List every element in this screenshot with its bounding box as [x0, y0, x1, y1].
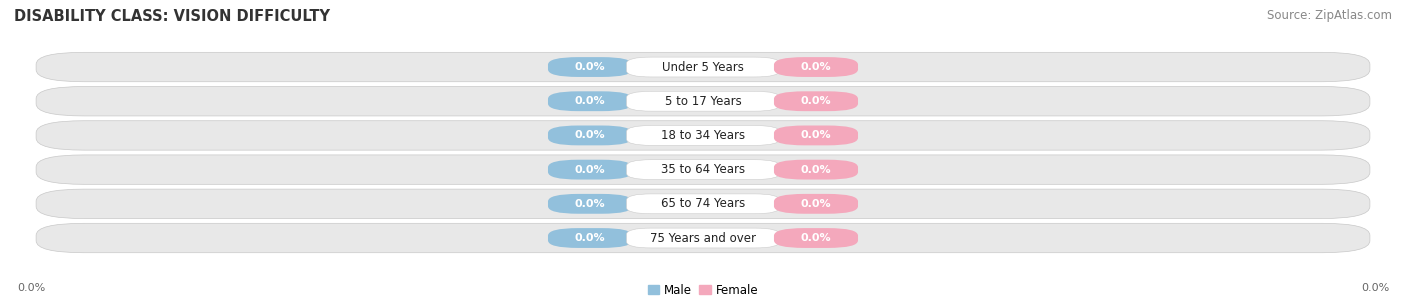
- FancyBboxPatch shape: [773, 160, 858, 180]
- FancyBboxPatch shape: [37, 155, 1369, 184]
- Legend: Male, Female: Male, Female: [648, 284, 758, 297]
- Text: 35 to 64 Years: 35 to 64 Years: [661, 163, 745, 176]
- FancyBboxPatch shape: [548, 228, 633, 248]
- Text: 0.0%: 0.0%: [1361, 283, 1389, 293]
- Text: 0.0%: 0.0%: [575, 96, 606, 106]
- FancyBboxPatch shape: [773, 228, 858, 248]
- FancyBboxPatch shape: [37, 223, 1369, 253]
- Text: Source: ZipAtlas.com: Source: ZipAtlas.com: [1267, 9, 1392, 22]
- FancyBboxPatch shape: [37, 189, 1369, 218]
- FancyBboxPatch shape: [548, 57, 633, 77]
- FancyBboxPatch shape: [627, 228, 779, 248]
- FancyBboxPatch shape: [37, 121, 1369, 150]
- FancyBboxPatch shape: [548, 194, 633, 214]
- FancyBboxPatch shape: [627, 57, 779, 77]
- Text: 5 to 17 Years: 5 to 17 Years: [665, 95, 741, 108]
- Text: 0.0%: 0.0%: [17, 283, 45, 293]
- Text: 0.0%: 0.0%: [575, 131, 606, 140]
- FancyBboxPatch shape: [773, 126, 858, 145]
- Text: 0.0%: 0.0%: [800, 131, 831, 140]
- Text: 65 to 74 Years: 65 to 74 Years: [661, 197, 745, 210]
- Text: 0.0%: 0.0%: [800, 96, 831, 106]
- Text: 0.0%: 0.0%: [800, 165, 831, 175]
- Text: 0.0%: 0.0%: [800, 199, 831, 209]
- FancyBboxPatch shape: [627, 160, 779, 180]
- FancyBboxPatch shape: [627, 126, 779, 145]
- Text: 0.0%: 0.0%: [575, 165, 606, 175]
- FancyBboxPatch shape: [773, 57, 858, 77]
- FancyBboxPatch shape: [37, 52, 1369, 82]
- Text: 0.0%: 0.0%: [800, 233, 831, 243]
- Text: DISABILITY CLASS: VISION DIFFICULTY: DISABILITY CLASS: VISION DIFFICULTY: [14, 9, 330, 24]
- Text: 0.0%: 0.0%: [575, 199, 606, 209]
- FancyBboxPatch shape: [548, 126, 633, 145]
- FancyBboxPatch shape: [548, 160, 633, 180]
- FancyBboxPatch shape: [548, 91, 633, 111]
- Text: 0.0%: 0.0%: [575, 233, 606, 243]
- Text: 18 to 34 Years: 18 to 34 Years: [661, 129, 745, 142]
- FancyBboxPatch shape: [773, 194, 858, 214]
- Text: 0.0%: 0.0%: [800, 62, 831, 72]
- Text: 0.0%: 0.0%: [575, 62, 606, 72]
- FancyBboxPatch shape: [773, 91, 858, 111]
- Text: Under 5 Years: Under 5 Years: [662, 60, 744, 74]
- Text: 75 Years and over: 75 Years and over: [650, 231, 756, 245]
- FancyBboxPatch shape: [627, 194, 779, 214]
- FancyBboxPatch shape: [37, 87, 1369, 116]
- FancyBboxPatch shape: [627, 91, 779, 111]
